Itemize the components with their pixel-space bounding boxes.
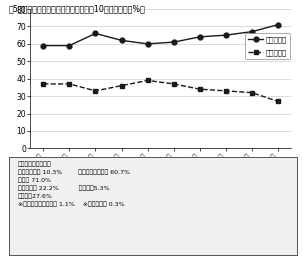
Text: （今回の調査結果）
満足している 10.3%        まあ満足している 60.7%
満足計 71.0%
やや不満だ 22.2%          不満だ　: （今回の調査結果） 満足している 10.3% まあ満足している 60.7% 満足… — [18, 161, 130, 207]
Legend: 満足（計）, 不満（計）: 満足（計）, 不満（計） — [245, 33, 290, 59]
Text: 図5　現在の生活の満足度　時系列（近10年・スコアは%）: 図5 現在の生活の満足度 時系列（近10年・スコアは%） — [9, 4, 146, 13]
